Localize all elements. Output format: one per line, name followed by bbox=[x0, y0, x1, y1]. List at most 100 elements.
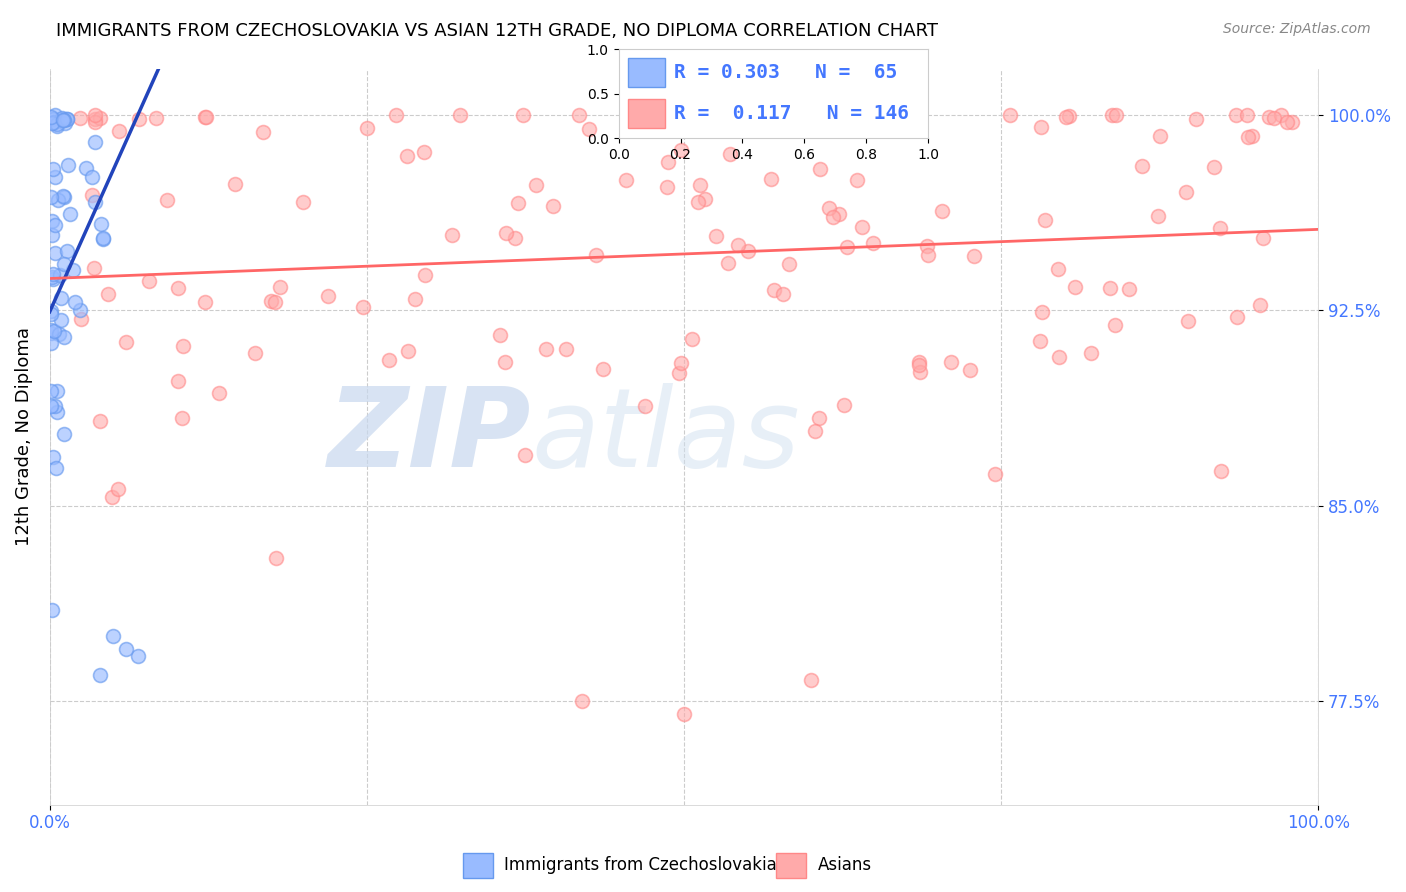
Point bbox=[686, 194, 709, 209]
Point bbox=[1029, 334, 1052, 348]
Point bbox=[723, 120, 745, 135]
Point bbox=[1258, 111, 1281, 125]
Point bbox=[759, 172, 782, 186]
Point bbox=[671, 356, 693, 370]
FancyBboxPatch shape bbox=[628, 99, 665, 128]
Point bbox=[170, 411, 193, 425]
Point bbox=[45, 405, 67, 419]
Point bbox=[352, 300, 374, 314]
Point bbox=[1270, 108, 1292, 122]
Point bbox=[42, 267, 65, 281]
Point bbox=[1209, 464, 1232, 478]
Point bbox=[166, 281, 188, 295]
Point bbox=[114, 641, 136, 656]
Point bbox=[58, 158, 80, 172]
Point bbox=[41, 602, 63, 616]
Point bbox=[614, 173, 637, 187]
Point bbox=[1237, 130, 1260, 145]
Point bbox=[762, 283, 785, 297]
Point bbox=[1063, 280, 1085, 294]
Point bbox=[1149, 129, 1171, 144]
Point bbox=[42, 115, 65, 129]
Point bbox=[39, 110, 62, 124]
Point bbox=[832, 398, 855, 412]
Point bbox=[41, 214, 63, 228]
Point bbox=[718, 146, 741, 161]
Point bbox=[506, 196, 529, 211]
Point bbox=[75, 161, 97, 176]
Text: IMMIGRANTS FROM CZECHOSLOVAKIA VS ASIAN 12TH GRADE, NO DIPLOMA CORRELATION CHART: IMMIGRANTS FROM CZECHOSLOVAKIA VS ASIAN … bbox=[56, 22, 938, 40]
Point bbox=[52, 113, 75, 128]
Point bbox=[534, 342, 557, 356]
Point bbox=[46, 117, 69, 131]
Point bbox=[128, 112, 150, 127]
Point bbox=[1118, 282, 1140, 296]
Point bbox=[377, 352, 399, 367]
Point bbox=[41, 450, 63, 465]
Point bbox=[269, 279, 291, 293]
Point bbox=[55, 112, 77, 126]
Point bbox=[45, 384, 67, 399]
Point bbox=[404, 292, 426, 306]
Point bbox=[49, 312, 72, 326]
FancyBboxPatch shape bbox=[776, 853, 806, 878]
Point bbox=[194, 294, 217, 309]
Point bbox=[395, 149, 418, 163]
Y-axis label: 12th Grade, No Diploma: 12th Grade, No Diploma bbox=[15, 327, 32, 546]
Point bbox=[45, 461, 67, 475]
Point bbox=[56, 244, 79, 259]
Point bbox=[1033, 212, 1056, 227]
FancyBboxPatch shape bbox=[628, 58, 665, 87]
Point bbox=[59, 206, 82, 220]
Point bbox=[571, 693, 593, 707]
Point bbox=[524, 178, 547, 192]
Point bbox=[835, 240, 858, 254]
Point bbox=[668, 366, 690, 380]
Point bbox=[689, 178, 711, 193]
Point bbox=[384, 108, 406, 122]
Point bbox=[252, 125, 274, 139]
Point bbox=[48, 327, 70, 342]
Point bbox=[800, 673, 823, 687]
Point bbox=[915, 239, 938, 253]
Point bbox=[808, 161, 831, 176]
Point bbox=[657, 179, 679, 194]
Point bbox=[851, 220, 873, 235]
Point bbox=[413, 268, 436, 282]
Point bbox=[52, 330, 75, 344]
Point bbox=[441, 227, 464, 242]
Point bbox=[963, 249, 986, 263]
Point bbox=[585, 248, 607, 262]
Point bbox=[1225, 108, 1247, 122]
Point bbox=[681, 332, 703, 346]
Point bbox=[84, 112, 107, 127]
Point bbox=[51, 112, 73, 126]
Point bbox=[83, 261, 105, 276]
Point bbox=[44, 399, 66, 413]
Text: Immigrants from Czechoslovakia: Immigrants from Czechoslovakia bbox=[505, 856, 778, 874]
Point bbox=[1204, 160, 1226, 174]
Text: R =  0.117   N = 146: R = 0.117 N = 146 bbox=[675, 103, 910, 123]
Point bbox=[494, 355, 516, 369]
Point bbox=[821, 211, 844, 225]
Point bbox=[554, 342, 576, 356]
Point bbox=[772, 287, 794, 301]
Point bbox=[412, 145, 434, 159]
Point bbox=[84, 194, 107, 209]
Point bbox=[1277, 115, 1299, 129]
Point bbox=[1101, 108, 1123, 122]
Point bbox=[1249, 298, 1271, 312]
Point bbox=[39, 307, 62, 321]
Point bbox=[44, 324, 66, 338]
Point bbox=[1185, 112, 1208, 126]
Point bbox=[264, 551, 287, 566]
Point bbox=[778, 257, 800, 271]
Point bbox=[41, 116, 63, 130]
Point bbox=[194, 110, 217, 124]
Point bbox=[396, 343, 419, 358]
Point bbox=[1175, 185, 1198, 199]
Point bbox=[42, 272, 65, 286]
Point bbox=[541, 199, 564, 213]
Point bbox=[1031, 305, 1053, 319]
Point bbox=[984, 467, 1007, 482]
